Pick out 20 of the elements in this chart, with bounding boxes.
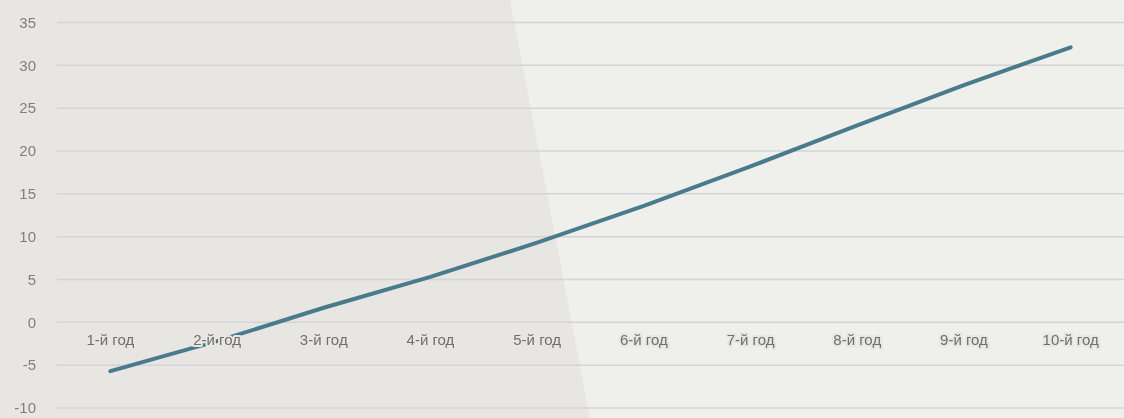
- x-tick-label: 9-й год: [940, 331, 989, 349]
- y-tick-label: 15: [19, 185, 36, 203]
- y-tick-label: 25: [19, 99, 36, 117]
- y-tick-label: 10: [19, 227, 36, 245]
- x-tick-label: 7-й год: [726, 331, 775, 349]
- y-tick-label: 35: [19, 13, 36, 31]
- y-tick-label: 0: [27, 313, 36, 331]
- x-tick-label: 1-й год: [86, 331, 135, 349]
- y-tick-label: -10: [14, 399, 36, 417]
- x-tick-label: 10-й год: [1042, 331, 1099, 349]
- y-tick-label: -5: [22, 356, 36, 374]
- x-tick-label: 3-й год: [299, 331, 348, 349]
- x-tick-label: 4-й год: [406, 331, 455, 349]
- x-tick-label: 5-й год: [513, 331, 562, 349]
- x-tick-label: 8-й год: [833, 331, 882, 349]
- y-tick-label: 30: [19, 56, 36, 74]
- y-tick-label: 5: [27, 270, 36, 288]
- y-tick-label: 20: [19, 142, 36, 160]
- x-tick-label: 6-й год: [619, 331, 668, 349]
- line-series: [108, 45, 1073, 374]
